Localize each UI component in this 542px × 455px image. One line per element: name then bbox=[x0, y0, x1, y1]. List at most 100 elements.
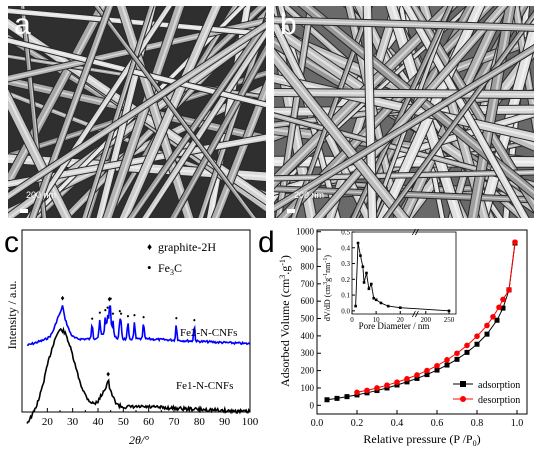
sem-fiber-texture-b bbox=[274, 6, 534, 218]
xrd-marker-fe3c: • bbox=[175, 313, 178, 323]
xrd-marks: ♦♦••••••••••••••♦ bbox=[27, 293, 250, 423]
isotherm-adsorption-point bbox=[345, 394, 350, 399]
isotherm-xtick-label: 0.2 bbox=[351, 418, 364, 429]
xrd-xtick-label: 30 bbox=[67, 416, 79, 428]
xrd-marker-graphite: ♦ bbox=[60, 293, 64, 302]
panel-label-d: d bbox=[258, 228, 275, 258]
isotherm-ytick-label: 200 bbox=[301, 366, 315, 376]
scalebar-a bbox=[20, 209, 28, 213]
legend-adsorption-label: adsorption bbox=[478, 380, 520, 391]
isotherm-legend: adsorption desorption bbox=[453, 380, 520, 406]
xrd-marker-fe3c: • bbox=[106, 303, 109, 313]
isotherm-desorption-point bbox=[364, 388, 370, 394]
isotherm-xtick-label: 0.4 bbox=[391, 418, 404, 429]
inset-ylabel: dV/dD (cm3g-1nm-1) bbox=[323, 255, 332, 321]
inset-point bbox=[448, 310, 451, 313]
inset-ytick-label: 0.5 bbox=[341, 229, 350, 237]
xrd-marker-fe3c: • bbox=[133, 310, 136, 320]
inset-ytick-label: 0.1 bbox=[341, 292, 350, 300]
inset-ytick-label: 0.4 bbox=[341, 244, 350, 252]
scalebar-label-a: 200 nm bbox=[26, 190, 56, 200]
inset-point bbox=[363, 281, 366, 284]
xrd-xtick-label: 80 bbox=[194, 416, 206, 428]
isotherm-ytick-label: 600 bbox=[301, 296, 315, 306]
isotherm-desorption-point bbox=[474, 333, 480, 339]
inset-point bbox=[370, 283, 373, 286]
isotherm-xlabel: Relative pressure (P /P0) bbox=[363, 432, 480, 448]
isotherm-xtick-label: 0.8 bbox=[471, 418, 484, 429]
isotherm-adsorption-point bbox=[465, 350, 470, 355]
isotherm-ytick-label: 400 bbox=[301, 331, 315, 341]
xrd-xtick-label: 20 bbox=[42, 416, 54, 428]
xrd-marker-fe3c: • bbox=[109, 294, 112, 304]
xrd-marker-fe3c: • bbox=[91, 314, 94, 324]
xrd-legend-label-graphite: graphite-2H bbox=[158, 240, 216, 254]
isotherm-desorption-point bbox=[506, 287, 512, 293]
isotherm-desorption-point bbox=[490, 314, 496, 320]
isotherm-adsorption-point bbox=[475, 342, 480, 347]
inset-xlabel: Pore Diameter / nm bbox=[359, 321, 430, 331]
xrd-xlabel: 2θ/° bbox=[129, 433, 149, 447]
isotherm-ytick-label: 1000 bbox=[296, 227, 315, 237]
isotherm-desorption-point bbox=[512, 239, 518, 245]
isotherm-desorption-point bbox=[434, 363, 440, 369]
xrd-marker-fe3c: • bbox=[111, 309, 114, 319]
inset-point bbox=[375, 299, 378, 302]
isotherm-desorption-point bbox=[500, 297, 506, 303]
inset-xtick-label: 0 bbox=[350, 316, 354, 324]
xrd-marker-fe3c: • bbox=[126, 311, 129, 321]
inset-point bbox=[357, 242, 360, 245]
xrd-ylabel: Intensity / a.u. bbox=[5, 281, 19, 350]
inset-point bbox=[354, 305, 357, 308]
panel-label-a: a bbox=[14, 10, 31, 40]
xrd-marker-fe3c: • bbox=[119, 309, 122, 319]
inset-point bbox=[362, 265, 365, 268]
isotherm-adsorption-point bbox=[495, 318, 500, 323]
xrd-series-label-fe2: Fe2-N-CNFs bbox=[180, 327, 237, 339]
xrd-xtick-label: 40 bbox=[93, 416, 105, 428]
inset-ytick-label: 0.0 bbox=[341, 307, 350, 315]
isotherm-xtick-label: 0.6 bbox=[431, 418, 444, 429]
panel-label-b: b bbox=[280, 10, 297, 40]
isotherm-adsorption-point bbox=[325, 397, 330, 402]
isotherm-desorption-point bbox=[414, 372, 420, 378]
isotherm-desorption-point bbox=[404, 376, 410, 382]
xrd-legend-marker-graphite: ♦ bbox=[147, 242, 152, 253]
isotherm-ylabel: Adsorbed Volume (cm3.g-1) bbox=[278, 255, 292, 387]
inset-point bbox=[372, 297, 375, 300]
isotherm-desorption-point bbox=[424, 368, 430, 374]
isotherm-desorption-point bbox=[454, 350, 460, 356]
isotherm-desorption-point bbox=[484, 323, 490, 329]
isotherm-ytick-label: 800 bbox=[301, 261, 315, 271]
isotherm-xtick-label: 0.0 bbox=[311, 418, 324, 429]
xrd-legend-marker-fe3c: • bbox=[147, 260, 152, 275]
xrd-marker-fe3c: • bbox=[193, 316, 196, 326]
isotherm-adsorption-point bbox=[485, 332, 490, 337]
isotherm-desorption-point bbox=[384, 382, 390, 388]
xrd-marker-fe3c: • bbox=[142, 313, 145, 323]
isotherm-ytick-label: 500 bbox=[301, 314, 315, 324]
xrd-series-label-fe1: Fe1-N-CNFs bbox=[176, 380, 233, 392]
inset-xtick-label: 250 bbox=[444, 316, 455, 324]
isotherm-desorption-point bbox=[394, 379, 400, 385]
inset-point bbox=[387, 305, 390, 308]
isotherm-desorption-point bbox=[354, 390, 360, 396]
isotherm-desorption-point bbox=[496, 304, 502, 310]
xrd-series-fe2-line bbox=[27, 305, 250, 345]
xrd-xtick-label: 100 bbox=[242, 416, 259, 428]
isotherm-xtick-label: 1.0 bbox=[511, 418, 524, 429]
inset-ytick-label: 0.3 bbox=[341, 260, 350, 268]
legend-desorption-label: desorption bbox=[478, 395, 520, 406]
legend-adsorption-marker bbox=[460, 381, 466, 387]
inset-ytick-label: 0.2 bbox=[341, 276, 350, 284]
xrd-xtick-label: 50 bbox=[118, 416, 130, 428]
isotherm-desorption-point bbox=[444, 357, 450, 363]
inset-point bbox=[399, 306, 402, 309]
inset-point bbox=[359, 254, 362, 257]
isotherm-ytick-label: 700 bbox=[301, 279, 315, 289]
sem-image-a: a 200 nm bbox=[8, 6, 266, 218]
panel-label-c: c bbox=[4, 228, 19, 258]
scalebar-b bbox=[287, 209, 295, 213]
